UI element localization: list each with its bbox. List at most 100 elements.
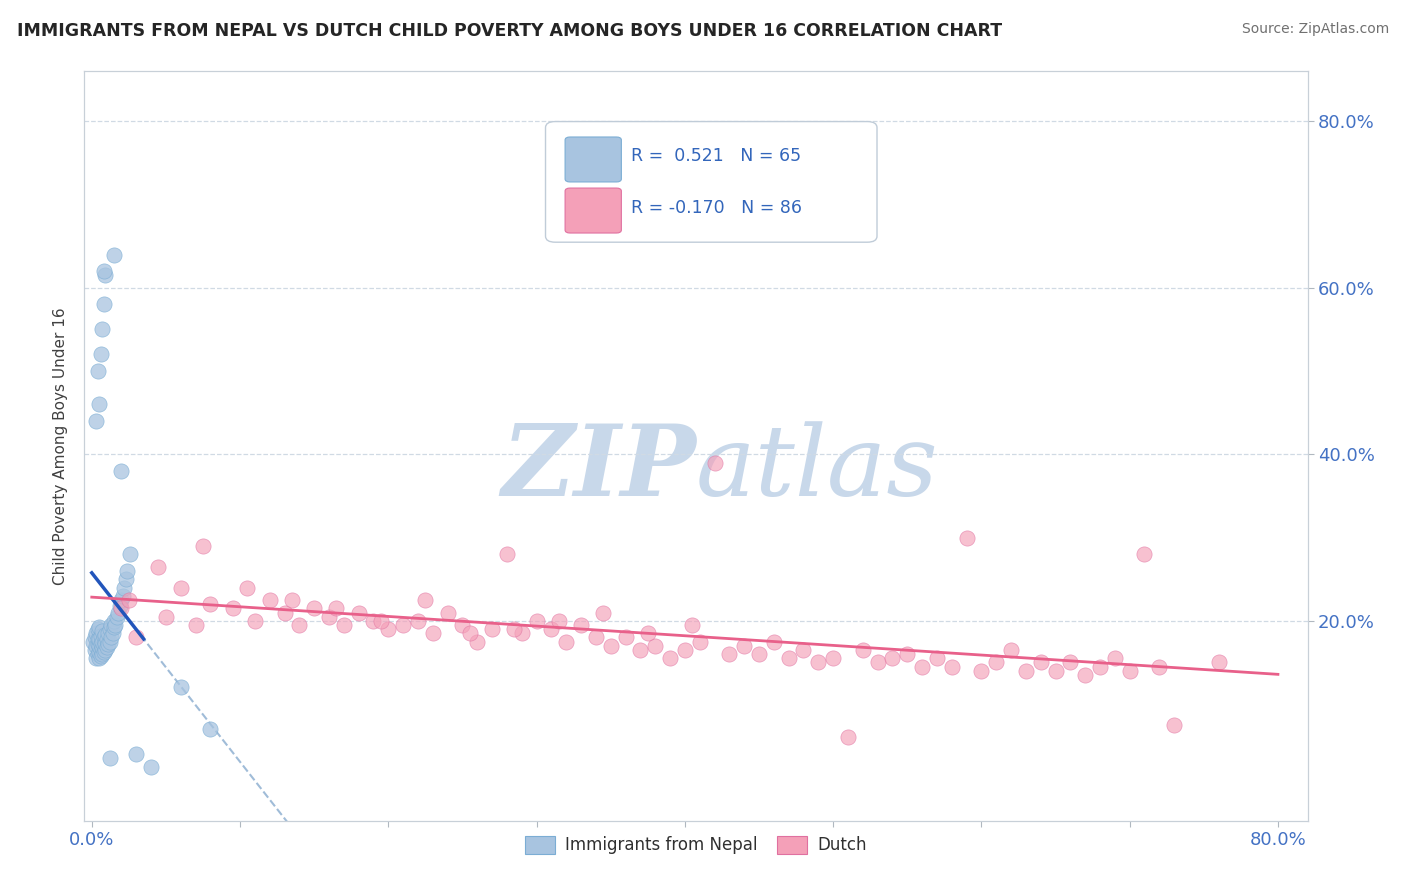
Point: [110, 593, 132, 607]
Point: [191, 539, 214, 553]
FancyBboxPatch shape: [546, 121, 877, 243]
Point: [1059, 656, 1081, 670]
Y-axis label: Child Poverty Among Boys Under 16: Child Poverty Among Boys Under 16: [53, 307, 69, 585]
Point: [703, 456, 725, 470]
Point: [681, 618, 703, 632]
Point: [86, 632, 108, 647]
Point: [436, 606, 458, 620]
Point: [120, 547, 142, 561]
Point: [673, 643, 696, 657]
Point: [481, 622, 503, 636]
Point: [1163, 718, 1185, 732]
Point: [84, 414, 107, 428]
Point: [592, 606, 614, 620]
Point: [659, 651, 682, 665]
Point: [318, 609, 340, 624]
Point: [93, 645, 115, 659]
Point: [347, 606, 370, 620]
Point: [259, 593, 281, 607]
Point: [90, 637, 112, 651]
Point: [89, 645, 111, 659]
Point: [333, 618, 356, 632]
Point: [415, 593, 437, 607]
Point: [882, 651, 904, 665]
Point: [465, 634, 488, 648]
Point: [792, 643, 814, 657]
Point: [1045, 664, 1067, 678]
Point: [90, 648, 112, 663]
Point: [637, 626, 659, 640]
Point: [108, 599, 131, 613]
Point: [91, 647, 114, 661]
Point: [89, 397, 111, 411]
Point: [221, 601, 243, 615]
Point: [540, 622, 562, 636]
Point: [103, 620, 125, 634]
Point: [90, 347, 112, 361]
Point: [94, 643, 117, 657]
Point: [84, 626, 107, 640]
Point: [325, 601, 347, 615]
Point: [1074, 668, 1097, 682]
Point: [955, 531, 977, 545]
Point: [837, 731, 859, 745]
Text: ZIP: ZIP: [501, 420, 696, 516]
Point: [866, 656, 889, 670]
Point: [852, 643, 875, 657]
Point: [90, 643, 112, 657]
Point: [104, 618, 127, 632]
Point: [94, 268, 117, 283]
Point: [762, 634, 785, 648]
Point: [97, 626, 120, 640]
Point: [599, 639, 621, 653]
Point: [86, 364, 108, 378]
Point: [555, 634, 578, 648]
Point: [84, 639, 107, 653]
Point: [526, 614, 548, 628]
Point: [98, 622, 121, 636]
Point: [155, 609, 177, 624]
Point: [748, 647, 770, 661]
Point: [91, 640, 114, 655]
FancyBboxPatch shape: [565, 137, 621, 182]
Point: [91, 624, 114, 638]
Point: [896, 647, 918, 661]
Point: [125, 747, 148, 761]
Point: [125, 631, 148, 645]
Point: [406, 614, 429, 628]
Text: Source: ZipAtlas.com: Source: ZipAtlas.com: [1241, 22, 1389, 37]
Text: IMMIGRANTS FROM NEPAL VS DUTCH CHILD POVERTY AMONG BOYS UNDER 16 CORRELATION CHA: IMMIGRANTS FROM NEPAL VS DUTCH CHILD POV…: [17, 22, 1002, 40]
Point: [243, 614, 266, 628]
Point: [89, 639, 111, 653]
Point: [614, 631, 637, 645]
Point: [236, 581, 259, 595]
Point: [628, 643, 651, 657]
Point: [422, 626, 444, 640]
Point: [451, 618, 474, 632]
Point: [83, 643, 105, 657]
Point: [778, 651, 800, 665]
Point: [112, 581, 135, 595]
Point: [1208, 656, 1230, 670]
Point: [105, 609, 128, 624]
Point: [101, 626, 124, 640]
Point: [281, 593, 304, 607]
Point: [496, 547, 519, 561]
Point: [139, 759, 162, 773]
Point: [94, 628, 117, 642]
Point: [1015, 664, 1038, 678]
Point: [91, 322, 114, 336]
Point: [363, 614, 385, 628]
Point: [86, 637, 108, 651]
Point: [925, 651, 948, 665]
Point: [96, 632, 118, 647]
Point: [377, 622, 399, 636]
Text: R = -0.170   N = 86: R = -0.170 N = 86: [631, 199, 803, 217]
Point: [89, 620, 111, 634]
Point: [89, 651, 111, 665]
Point: [569, 618, 592, 632]
Point: [103, 614, 125, 628]
Point: [94, 636, 117, 650]
Point: [100, 631, 122, 645]
Point: [585, 631, 607, 645]
